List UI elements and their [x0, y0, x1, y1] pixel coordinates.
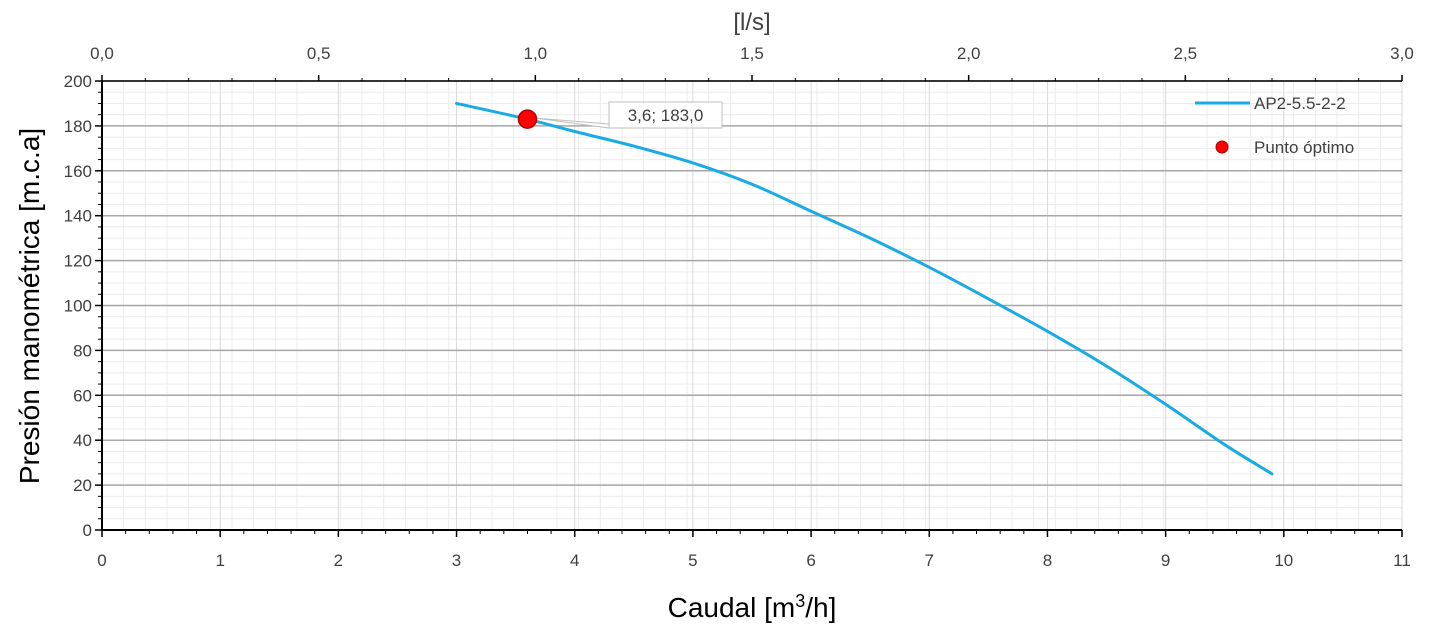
y-axis-tick-label: 40 — [73, 431, 92, 450]
point-layer — [517, 109, 538, 129]
x-axis-tick-label: 2 — [334, 551, 343, 570]
x-axis-tick-label: 5 — [688, 551, 697, 570]
y-axis-tick-label: 140 — [64, 207, 92, 226]
y-axis-title: Presión manométrica [m.c.a] — [14, 128, 45, 484]
legend-swatch-point — [1215, 140, 1229, 154]
x-axis-tick-label: 4 — [570, 551, 579, 570]
x-axis-ticks: 0 1 2 3 4 5 6 7 8 9 10 11 — [97, 530, 1411, 570]
data-label-text: 3,6; 183,0 — [628, 106, 704, 125]
y-axis-tick-label: 0 — [83, 521, 92, 540]
legend: AP2-5.5-2-2 Punto óptimo — [1195, 94, 1354, 157]
y-axis-tick-label: 100 — [64, 297, 92, 316]
secondary-x-axis-tick-label: 2,5 — [1174, 44, 1198, 63]
y-axis-tick-label: 160 — [64, 162, 92, 181]
secondary-x-axis-title: [l/s] — [733, 9, 770, 36]
x-axis-tick-label: 9 — [1161, 551, 1170, 570]
series-layer — [455, 101, 1274, 476]
x-axis-tick-label: 7 — [925, 551, 934, 570]
data-label-box — [608, 101, 723, 129]
x-axis-title: Caudal [m3/h] — [668, 591, 837, 623]
x-axis-tick-label: 3 — [452, 551, 461, 570]
secondary-x-axis-tick-label: 1,5 — [740, 44, 764, 63]
secondary-x-axis-tick-label: 0,5 — [307, 44, 331, 63]
x-axis-tick-label: 1 — [215, 551, 224, 570]
x-axis-tick-label: 6 — [806, 551, 815, 570]
major-grid — [102, 80, 1403, 530]
y-axis-ticks: 0 20 40 60 80 100 120 140 160 180 200 — [64, 72, 102, 540]
secondary-x-axis-tick-label: 0,0 — [90, 44, 114, 63]
y-axis-tick-label: 20 — [73, 476, 92, 495]
secondary-x-axis-tick-label: 2,0 — [957, 44, 981, 63]
optimal-point-marker — [517, 109, 538, 129]
y-axis-tick-label: 80 — [73, 341, 92, 360]
y-axis-tick-label: 120 — [64, 252, 92, 271]
legend-label-point: Punto óptimo — [1254, 138, 1354, 157]
x-axis-tick-label: 8 — [1043, 551, 1052, 570]
x-axis-tick-label: 11 — [1393, 551, 1411, 570]
series-line-0 — [455, 101, 1274, 476]
x-axis-tick-label: 0 — [97, 551, 106, 570]
secondary-x-axis-ticks: 0,0 0,5 1,0 1,5 2,0 2,5 3,0 — [90, 44, 1414, 81]
callout-layer: 3,6; 183,0 — [535, 101, 723, 129]
secondary-x-axis-tick-label: 3,0 — [1390, 44, 1414, 63]
secondary-x-axis-tick-label: 1,0 — [524, 44, 548, 63]
y-axis-tick-label: 200 — [64, 72, 92, 91]
y-axis-tick-label: 180 — [64, 117, 92, 136]
legend-label-series: AP2-5.5-2-2 — [1254, 94, 1346, 113]
y-axis-tick-label: 60 — [73, 386, 92, 405]
x-axis-tick-label: 10 — [1274, 551, 1293, 570]
